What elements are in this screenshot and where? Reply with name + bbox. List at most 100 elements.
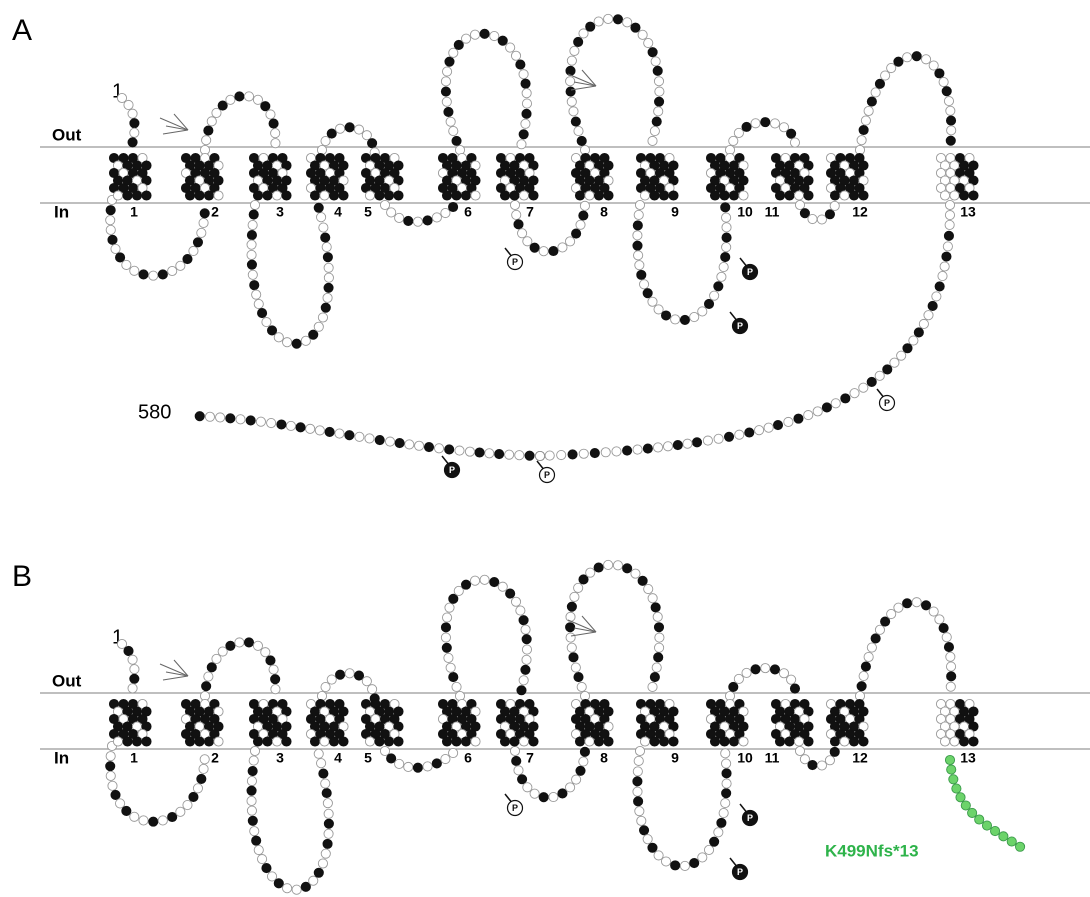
residue (651, 57, 660, 66)
residue (452, 191, 461, 200)
residue (510, 191, 519, 200)
residue (449, 672, 458, 681)
residue (249, 210, 258, 219)
glycan (571, 632, 596, 636)
residue (633, 787, 642, 796)
residue (515, 451, 524, 460)
residue (942, 633, 951, 642)
residue (236, 415, 245, 424)
residue (111, 244, 120, 253)
residue (475, 448, 484, 457)
residue (566, 623, 575, 632)
residue (207, 663, 216, 672)
residue (698, 853, 707, 862)
residue (601, 448, 610, 457)
residue (604, 14, 613, 23)
residue (717, 272, 726, 281)
residue (634, 210, 643, 219)
residue (830, 201, 839, 210)
residue (671, 315, 680, 324)
residue (644, 584, 653, 593)
residue (139, 270, 148, 279)
residue (959, 737, 968, 746)
residue (722, 789, 731, 798)
residue (272, 737, 281, 746)
residue (761, 118, 770, 127)
helix-number: 5 (364, 204, 372, 220)
residue (441, 754, 450, 763)
residue (571, 117, 580, 126)
residue (470, 30, 479, 39)
residue (849, 737, 858, 746)
residue (214, 737, 223, 746)
residue (871, 88, 880, 97)
residue (274, 333, 283, 342)
residue (432, 213, 441, 222)
residue (804, 737, 813, 746)
residue (454, 40, 463, 49)
residue (193, 784, 202, 793)
residue (365, 191, 374, 200)
residue (999, 832, 1008, 841)
residue (446, 117, 455, 126)
residue (574, 37, 583, 46)
residue (638, 576, 647, 585)
residue (189, 792, 198, 801)
residue (663, 442, 672, 451)
residue (336, 670, 345, 679)
residue (452, 136, 461, 145)
residue (517, 775, 526, 784)
residue (530, 789, 539, 798)
residue (652, 117, 661, 126)
residue (271, 675, 280, 684)
residue (795, 200, 804, 209)
residue (785, 737, 794, 746)
residue (247, 786, 256, 795)
residue (262, 864, 271, 873)
residue (643, 835, 652, 844)
residue (256, 417, 265, 426)
residue (800, 755, 809, 764)
residue (292, 885, 301, 894)
residue (248, 816, 257, 825)
residue (395, 438, 404, 447)
residue (452, 682, 461, 691)
residue (808, 760, 817, 769)
residue (644, 38, 653, 47)
residue (500, 191, 509, 200)
residue (950, 737, 959, 746)
residue (301, 882, 310, 891)
helix-number: 4 (334, 204, 342, 220)
residue (394, 737, 403, 746)
residue (321, 136, 330, 145)
residue (323, 799, 332, 808)
residue (623, 564, 632, 573)
residue (761, 664, 770, 673)
residue (850, 389, 859, 398)
residue (800, 209, 809, 218)
residue (413, 217, 422, 226)
residue (324, 283, 333, 292)
residue (775, 191, 784, 200)
residue (654, 623, 663, 632)
residue (282, 338, 291, 347)
residue (635, 200, 644, 209)
residue (423, 762, 432, 771)
residue (318, 859, 327, 868)
residue (365, 434, 374, 443)
residue (739, 737, 748, 746)
residue (929, 607, 938, 616)
residue (571, 663, 580, 672)
residue (770, 119, 779, 128)
residue (461, 737, 470, 746)
residue (454, 586, 463, 595)
residue (940, 737, 949, 746)
helix-number: 6 (464, 750, 472, 766)
residue (316, 213, 325, 222)
residue (903, 344, 912, 353)
residue (739, 191, 748, 200)
residue (247, 250, 256, 259)
residue (204, 191, 213, 200)
residue (946, 662, 955, 671)
